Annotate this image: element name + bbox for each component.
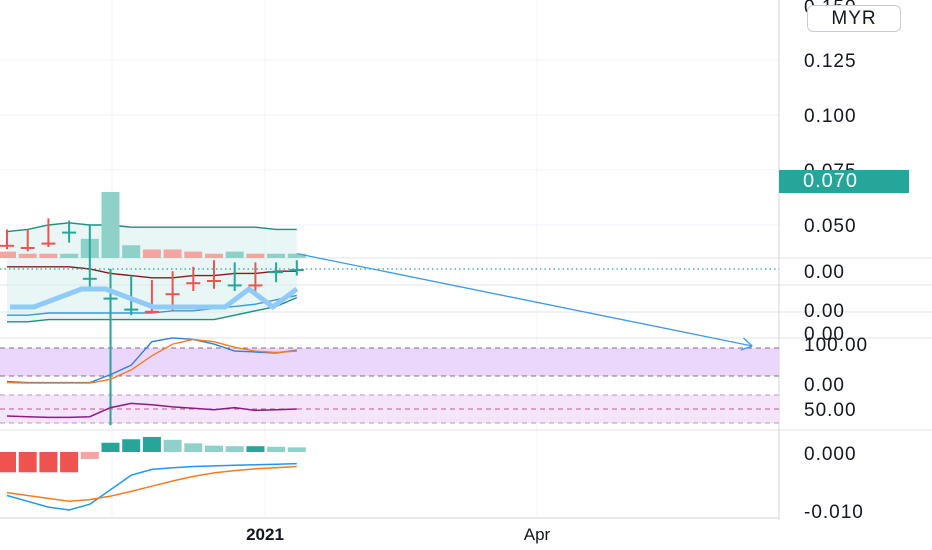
macd-histogram-bar: [60, 452, 79, 473]
volume-bar: [163, 249, 182, 258]
volume-bar: [39, 253, 58, 258]
stochastic-tick-label: 100.00: [804, 335, 868, 356]
macd-histogram-bar: [142, 436, 161, 452]
trend-line[interactable]: [296, 252, 753, 351]
candle-body: [82, 277, 97, 280]
candle-body: [248, 284, 263, 287]
band-fill: [7, 222, 297, 322]
macd-histogram-bar: [39, 452, 58, 473]
wave-tick-label: 0.00: [804, 301, 845, 322]
band-upper-line: [7, 296, 298, 323]
stochastic-tick-label: 0.00: [804, 324, 845, 345]
indicator-lines: [0, 286, 306, 511]
candle-body: [207, 280, 221, 282]
price-axis[interactable]: 0.1500.1250.1000.0750.0500.000.000.00100…: [804, 0, 868, 523]
candle-body: [124, 308, 139, 311]
volume-bar: [205, 253, 223, 258]
macd-histogram-bar: [122, 439, 141, 452]
macd-histogram-bar: [184, 443, 203, 452]
price-tick-label: 0.050: [804, 216, 857, 237]
time-tick-label: Apr: [524, 525, 551, 544]
rsi-tick-label: 50.00: [804, 400, 857, 421]
macd-histogram-bar: [18, 452, 37, 473]
wave-tick-label: 0.00: [804, 262, 845, 283]
volume-bar: [142, 249, 161, 258]
trend-line-segment: [296, 252, 753, 347]
macd-histogram-bar: [163, 439, 182, 452]
candle-body: [0, 244, 14, 247]
volume-bar: [101, 192, 120, 258]
volume-bars: [0, 192, 306, 258]
macd-histogram-bar: [225, 446, 244, 452]
macd-histogram-bar: [0, 452, 16, 473]
volume-bar: [246, 253, 265, 258]
candlesticks: [0, 218, 779, 426]
volume-bar: [0, 251, 16, 258]
volume-bar: [287, 253, 306, 258]
candle-body: [227, 284, 242, 287]
volume-bar: [267, 253, 286, 258]
rsi-line: [6, 402, 297, 419]
trend-arrow-head: [742, 337, 753, 347]
candle-body: [289, 269, 304, 271]
wave-line: [10, 286, 299, 310]
volume-bar: [18, 253, 37, 258]
stochastic-tick-label: 0.00: [804, 375, 845, 396]
candle-body: [269, 271, 284, 274]
currency-badge[interactable]: MYR: [807, 5, 901, 32]
candle-body: [20, 247, 35, 249]
candle-body: [41, 242, 56, 245]
time-tick-label: 2021: [246, 525, 284, 544]
candle-body: [165, 293, 180, 296]
last-price-tag: 0.070: [779, 170, 909, 193]
bollinger-bands: [6, 222, 298, 323]
macd-histogram-bar: [267, 446, 286, 452]
volume-bar: [122, 245, 141, 258]
price-tick-label: 0.100: [804, 106, 857, 127]
candle-body: [62, 231, 77, 234]
macd-histogram-bar: [246, 446, 265, 452]
macd-signal-line: [6, 465, 297, 503]
volume-bar: [184, 251, 203, 258]
macd-histogram-bar: [80, 452, 99, 459]
price-tick-label: 0.125: [804, 51, 857, 72]
volume-bar: [60, 253, 79, 258]
band-mid-line: [7, 266, 297, 279]
volume-bar: [225, 251, 244, 258]
macd-histogram-bar: [101, 442, 120, 452]
stochastic-zone: [0, 348, 779, 376]
macd-tick-label: 0.000: [804, 444, 857, 465]
candle-body: [186, 282, 201, 285]
time-axis[interactable]: 2021 Apr: [246, 525, 550, 544]
indicator-zones: [0, 347, 779, 424]
macd-line: [6, 462, 297, 511]
candle-body: [144, 310, 159, 313]
macd-tick-label: -0.010: [804, 502, 864, 523]
trend-arrow-head: [740, 345, 753, 351]
candle-body: [103, 297, 118, 300]
macd-histogram-bar: [205, 445, 223, 452]
band-lower-line: [6, 222, 297, 233]
stochastic-d-line: [6, 338, 297, 384]
macd-histogram-bar: [287, 447, 306, 452]
